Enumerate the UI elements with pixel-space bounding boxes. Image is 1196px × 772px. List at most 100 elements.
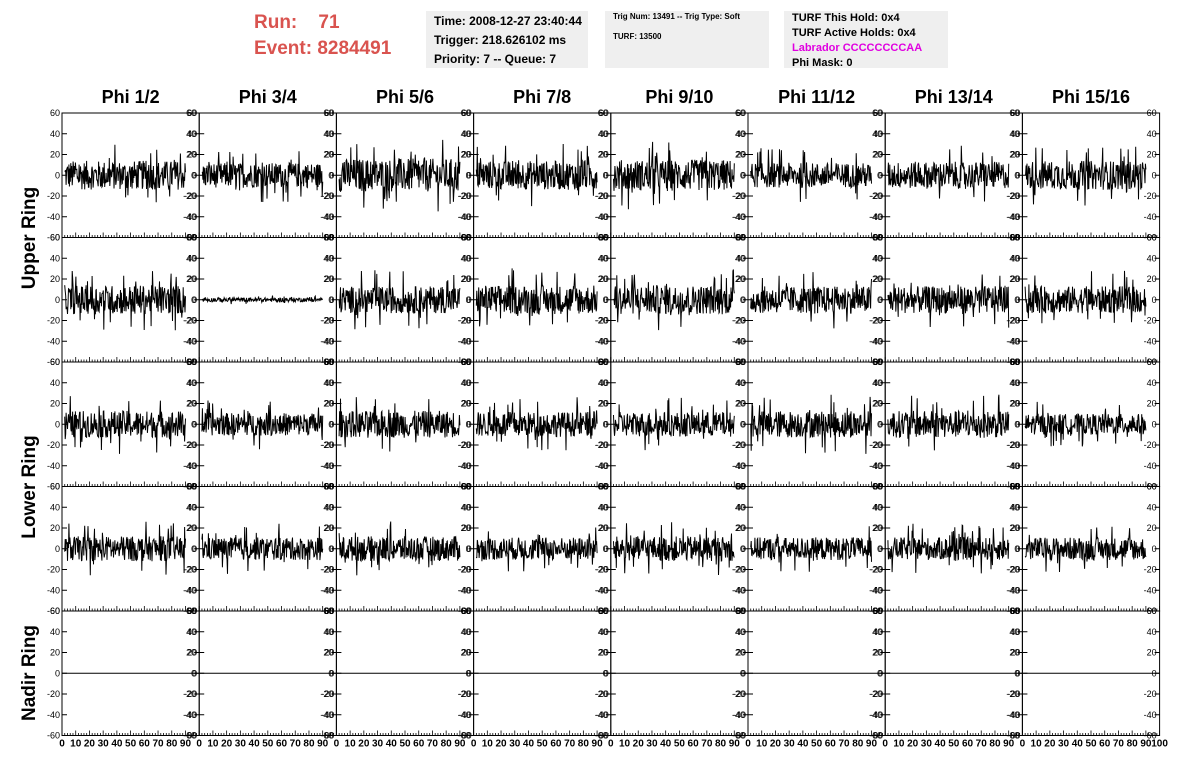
y-tick-label: 0 xyxy=(55,419,60,429)
y-tick-label: 60 xyxy=(872,482,882,492)
y-tick-label: 20 xyxy=(462,523,472,533)
y-tick-label: -20 xyxy=(733,316,746,326)
x-tick-label: 80 xyxy=(441,739,453,750)
y-tick-label: -60 xyxy=(458,731,471,741)
y-tick-label: 60 xyxy=(1010,108,1020,118)
y-tick-label: 20 xyxy=(461,399,471,409)
y-tick-label: 0 xyxy=(466,419,471,429)
y-tick-label: 0 xyxy=(467,295,472,305)
y-tick-label: 40 xyxy=(735,378,745,388)
x-tick-label: 0 xyxy=(334,739,340,750)
y-tick-label: 0 xyxy=(1152,419,1157,429)
time-info-panel: Time: 2008-12-27 23:40:44 Trigger: 218.6… xyxy=(426,11,588,68)
y-tick-label: 40 xyxy=(872,627,882,637)
y-tick-label: 40 xyxy=(873,253,883,263)
y-tick-label: -20 xyxy=(732,440,745,450)
y-tick-label: -40 xyxy=(595,710,608,720)
y-tick-label: 20 xyxy=(872,274,882,284)
y-tick-label: 60 xyxy=(599,482,609,492)
x-tick-label: 70 xyxy=(838,739,850,750)
y-tick-label: 40 xyxy=(736,129,746,139)
y-tick-label: 40 xyxy=(599,378,609,388)
y-tick-label: 20 xyxy=(735,523,745,533)
x-tick-label: 10 xyxy=(70,739,82,750)
waveform-line xyxy=(1024,270,1147,324)
y-tick-label: 0 xyxy=(877,419,882,429)
y-tick-label: 60 xyxy=(598,233,608,243)
y-tick-label: -40 xyxy=(596,212,609,222)
y-tick-label: 60 xyxy=(461,233,471,243)
y-tick-label: 40 xyxy=(50,378,60,388)
y-tick-label: 40 xyxy=(598,627,608,637)
x-tick-label: 50 xyxy=(125,739,137,750)
y-tick-label: 20 xyxy=(1009,523,1019,533)
y-tick-label: 20 xyxy=(736,399,746,409)
y-tick-label: -40 xyxy=(47,585,60,595)
x-tick-label: 100 xyxy=(1151,739,1168,750)
column-header: Phi 1/2 xyxy=(101,87,160,107)
x-tick-label: 70 xyxy=(701,739,713,750)
y-tick-label: 0 xyxy=(329,419,334,429)
y-tick-label: 40 xyxy=(1010,129,1020,139)
y-tick-label: 20 xyxy=(186,648,196,658)
y-tick-label: 20 xyxy=(872,648,882,658)
y-tick-label: 20 xyxy=(599,648,609,658)
y-tick-label: 20 xyxy=(873,523,883,533)
y-tick-label: 20 xyxy=(1009,648,1019,658)
y-tick-label: -60 xyxy=(869,731,882,741)
y-tick-label: 40 xyxy=(324,129,334,139)
y-tick-label: 60 xyxy=(1010,606,1020,616)
y-tick-label: 20 xyxy=(598,274,608,284)
x-tick-label: 50 xyxy=(262,739,274,750)
x-tick-label: 40 xyxy=(797,739,809,750)
y-tick-label: -20 xyxy=(183,440,196,450)
y-tick-label: 40 xyxy=(736,378,746,388)
y-tick-label: -20 xyxy=(595,565,608,575)
x-tick-label: 60 xyxy=(276,739,288,750)
y-tick-label: 60 xyxy=(872,233,882,243)
x-tick-label: 90 xyxy=(454,739,466,750)
y-tick-label: -40 xyxy=(1006,461,1019,471)
x-tick-label: 50 xyxy=(674,739,686,750)
y-tick-label: 20 xyxy=(735,648,745,658)
y-tick-label: -60 xyxy=(184,731,197,741)
y-tick-label: 60 xyxy=(598,108,608,118)
y-tick-label: 0 xyxy=(878,544,883,554)
x-tick-label: 70 xyxy=(976,739,988,750)
y-tick-label: 20 xyxy=(1009,399,1019,409)
y-tick-label: 40 xyxy=(324,502,334,512)
y-tick-label: 20 xyxy=(323,274,333,284)
y-tick-label: 0 xyxy=(878,295,883,305)
x-tick-label: 60 xyxy=(962,739,974,750)
x-tick-label: 40 xyxy=(386,739,398,750)
y-tick-label: 40 xyxy=(873,502,883,512)
y-tick-label: 60 xyxy=(1009,233,1019,243)
y-tick-label: 0 xyxy=(604,170,609,180)
y-tick-label: 60 xyxy=(1147,482,1157,492)
y-tick-label: 20 xyxy=(736,274,746,284)
y-tick-label: -40 xyxy=(458,585,471,595)
y-tick-label: 60 xyxy=(1147,108,1157,118)
y-tick-label: -40 xyxy=(733,212,746,222)
y-tick-label: 0 xyxy=(328,544,333,554)
y-tick-label: 40 xyxy=(1009,378,1019,388)
y-tick-label: 0 xyxy=(740,544,745,554)
y-tick-label: -40 xyxy=(596,585,609,595)
y-tick-label: 0 xyxy=(877,170,882,180)
x-tick-label: 60 xyxy=(413,739,425,750)
x-tick-label: 10 xyxy=(619,739,631,750)
y-tick-label: -60 xyxy=(1007,731,1020,741)
y-tick-label: 0 xyxy=(192,419,197,429)
waveform-line xyxy=(475,527,598,572)
y-tick-label: -60 xyxy=(733,731,746,741)
y-tick-label: 40 xyxy=(462,502,472,512)
